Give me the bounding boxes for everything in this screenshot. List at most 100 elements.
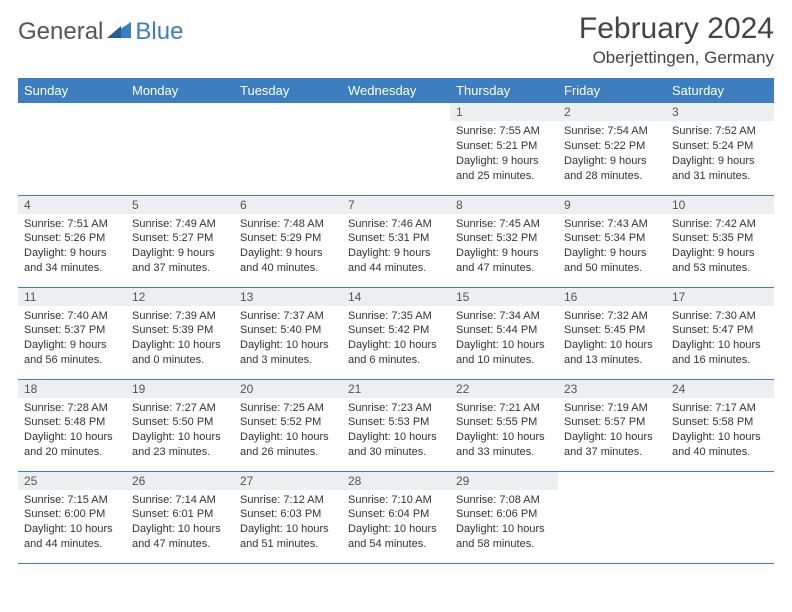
calendar-day-cell: 15Sunrise: 7:34 AMSunset: 5:44 PMDayligh… <box>450 287 558 379</box>
month-title: February 2024 <box>579 12 774 46</box>
day-number: 8 <box>450 196 558 214</box>
weekday-header: Sunday <box>18 78 126 103</box>
day-number: 10 <box>666 196 774 214</box>
day-number: 6 <box>234 196 342 214</box>
calendar-day-cell <box>234 103 342 195</box>
day-number: 22 <box>450 380 558 398</box>
logo: General Blue <box>18 18 183 46</box>
day-data: Sunrise: 7:14 AMSunset: 6:01 PMDaylight:… <box>126 490 234 556</box>
day-data: Sunrise: 7:49 AMSunset: 5:27 PMDaylight:… <box>126 214 234 280</box>
day-data: Sunrise: 7:12 AMSunset: 6:03 PMDaylight:… <box>234 490 342 556</box>
day-data: Sunrise: 7:39 AMSunset: 5:39 PMDaylight:… <box>126 306 234 372</box>
title-block: February 2024 Oberjettingen, Germany <box>579 12 774 68</box>
day-data: Sunrise: 7:21 AMSunset: 5:55 PMDaylight:… <box>450 398 558 464</box>
day-data: Sunrise: 7:37 AMSunset: 5:40 PMDaylight:… <box>234 306 342 372</box>
calendar-day-cell: 24Sunrise: 7:17 AMSunset: 5:58 PMDayligh… <box>666 379 774 471</box>
day-data: Sunrise: 7:10 AMSunset: 6:04 PMDaylight:… <box>342 490 450 556</box>
day-data: Sunrise: 7:15 AMSunset: 6:00 PMDaylight:… <box>18 490 126 556</box>
calendar-day-cell: 22Sunrise: 7:21 AMSunset: 5:55 PMDayligh… <box>450 379 558 471</box>
day-number: 23 <box>558 380 666 398</box>
day-number: 2 <box>558 103 666 121</box>
day-number: 24 <box>666 380 774 398</box>
weekday-header: Friday <box>558 78 666 103</box>
calendar-day-cell: 14Sunrise: 7:35 AMSunset: 5:42 PMDayligh… <box>342 287 450 379</box>
day-number: 14 <box>342 288 450 306</box>
day-data: Sunrise: 7:42 AMSunset: 5:35 PMDaylight:… <box>666 214 774 280</box>
calendar-day-cell: 11Sunrise: 7:40 AMSunset: 5:37 PMDayligh… <box>18 287 126 379</box>
day-number: 18 <box>18 380 126 398</box>
calendar-day-cell: 10Sunrise: 7:42 AMSunset: 5:35 PMDayligh… <box>666 195 774 287</box>
calendar-day-cell: 26Sunrise: 7:14 AMSunset: 6:01 PMDayligh… <box>126 471 234 563</box>
day-data: Sunrise: 7:25 AMSunset: 5:52 PMDaylight:… <box>234 398 342 464</box>
calendar-body: 1Sunrise: 7:55 AMSunset: 5:21 PMDaylight… <box>18 103 774 563</box>
weekday-header-row: Sunday Monday Tuesday Wednesday Thursday… <box>18 78 774 103</box>
calendar-day-cell: 12Sunrise: 7:39 AMSunset: 5:39 PMDayligh… <box>126 287 234 379</box>
calendar-day-cell <box>126 103 234 195</box>
day-data: Sunrise: 7:27 AMSunset: 5:50 PMDaylight:… <box>126 398 234 464</box>
day-number: 12 <box>126 288 234 306</box>
day-number: 13 <box>234 288 342 306</box>
weekday-header: Tuesday <box>234 78 342 103</box>
calendar-day-cell: 5Sunrise: 7:49 AMSunset: 5:27 PMDaylight… <box>126 195 234 287</box>
calendar-day-cell: 16Sunrise: 7:32 AMSunset: 5:45 PMDayligh… <box>558 287 666 379</box>
calendar-day-cell: 18Sunrise: 7:28 AMSunset: 5:48 PMDayligh… <box>18 379 126 471</box>
weekday-header: Wednesday <box>342 78 450 103</box>
calendar-day-cell <box>342 103 450 195</box>
day-data: Sunrise: 7:46 AMSunset: 5:31 PMDaylight:… <box>342 214 450 280</box>
day-number: 29 <box>450 472 558 490</box>
calendar-week-row: 18Sunrise: 7:28 AMSunset: 5:48 PMDayligh… <box>18 379 774 471</box>
day-data: Sunrise: 7:48 AMSunset: 5:29 PMDaylight:… <box>234 214 342 280</box>
day-number: 9 <box>558 196 666 214</box>
logo-triangle-icon <box>107 20 133 45</box>
day-number: 20 <box>234 380 342 398</box>
day-number: 1 <box>450 103 558 121</box>
calendar-day-cell: 28Sunrise: 7:10 AMSunset: 6:04 PMDayligh… <box>342 471 450 563</box>
calendar-day-cell: 2Sunrise: 7:54 AMSunset: 5:22 PMDaylight… <box>558 103 666 195</box>
day-data: Sunrise: 7:40 AMSunset: 5:37 PMDaylight:… <box>18 306 126 372</box>
calendar-day-cell <box>558 471 666 563</box>
day-number: 7 <box>342 196 450 214</box>
day-number: 19 <box>126 380 234 398</box>
calendar-day-cell: 20Sunrise: 7:25 AMSunset: 5:52 PMDayligh… <box>234 379 342 471</box>
day-data: Sunrise: 7:17 AMSunset: 5:58 PMDaylight:… <box>666 398 774 464</box>
calendar-week-row: 1Sunrise: 7:55 AMSunset: 5:21 PMDaylight… <box>18 103 774 195</box>
logo-text-general: General <box>18 18 103 46</box>
day-data: Sunrise: 7:35 AMSunset: 5:42 PMDaylight:… <box>342 306 450 372</box>
weekday-header: Saturday <box>666 78 774 103</box>
day-number: 11 <box>18 288 126 306</box>
day-data: Sunrise: 7:28 AMSunset: 5:48 PMDaylight:… <box>18 398 126 464</box>
calendar-day-cell: 19Sunrise: 7:27 AMSunset: 5:50 PMDayligh… <box>126 379 234 471</box>
logo-text-blue: Blue <box>135 18 183 46</box>
day-data: Sunrise: 7:08 AMSunset: 6:06 PMDaylight:… <box>450 490 558 556</box>
calendar-day-cell: 21Sunrise: 7:23 AMSunset: 5:53 PMDayligh… <box>342 379 450 471</box>
calendar-day-cell: 27Sunrise: 7:12 AMSunset: 6:03 PMDayligh… <box>234 471 342 563</box>
day-data: Sunrise: 7:51 AMSunset: 5:26 PMDaylight:… <box>18 214 126 280</box>
calendar-week-row: 11Sunrise: 7:40 AMSunset: 5:37 PMDayligh… <box>18 287 774 379</box>
day-data: Sunrise: 7:54 AMSunset: 5:22 PMDaylight:… <box>558 121 666 187</box>
day-number: 21 <box>342 380 450 398</box>
day-number: 16 <box>558 288 666 306</box>
calendar-table: Sunday Monday Tuesday Wednesday Thursday… <box>18 78 774 564</box>
calendar-day-cell: 29Sunrise: 7:08 AMSunset: 6:06 PMDayligh… <box>450 471 558 563</box>
calendar-day-cell: 4Sunrise: 7:51 AMSunset: 5:26 PMDaylight… <box>18 195 126 287</box>
day-number: 15 <box>450 288 558 306</box>
calendar-day-cell: 13Sunrise: 7:37 AMSunset: 5:40 PMDayligh… <box>234 287 342 379</box>
calendar-day-cell: 3Sunrise: 7:52 AMSunset: 5:24 PMDaylight… <box>666 103 774 195</box>
location: Oberjettingen, Germany <box>579 48 774 68</box>
calendar-day-cell: 9Sunrise: 7:43 AMSunset: 5:34 PMDaylight… <box>558 195 666 287</box>
day-number: 4 <box>18 196 126 214</box>
calendar-day-cell: 25Sunrise: 7:15 AMSunset: 6:00 PMDayligh… <box>18 471 126 563</box>
weekday-header: Monday <box>126 78 234 103</box>
day-data: Sunrise: 7:19 AMSunset: 5:57 PMDaylight:… <box>558 398 666 464</box>
calendar-day-cell: 23Sunrise: 7:19 AMSunset: 5:57 PMDayligh… <box>558 379 666 471</box>
weekday-header: Thursday <box>450 78 558 103</box>
day-data: Sunrise: 7:32 AMSunset: 5:45 PMDaylight:… <box>558 306 666 372</box>
calendar-day-cell: 8Sunrise: 7:45 AMSunset: 5:32 PMDaylight… <box>450 195 558 287</box>
day-number: 28 <box>342 472 450 490</box>
day-number: 5 <box>126 196 234 214</box>
day-number: 17 <box>666 288 774 306</box>
day-data: Sunrise: 7:30 AMSunset: 5:47 PMDaylight:… <box>666 306 774 372</box>
day-number: 3 <box>666 103 774 121</box>
calendar-day-cell <box>18 103 126 195</box>
day-data: Sunrise: 7:52 AMSunset: 5:24 PMDaylight:… <box>666 121 774 187</box>
